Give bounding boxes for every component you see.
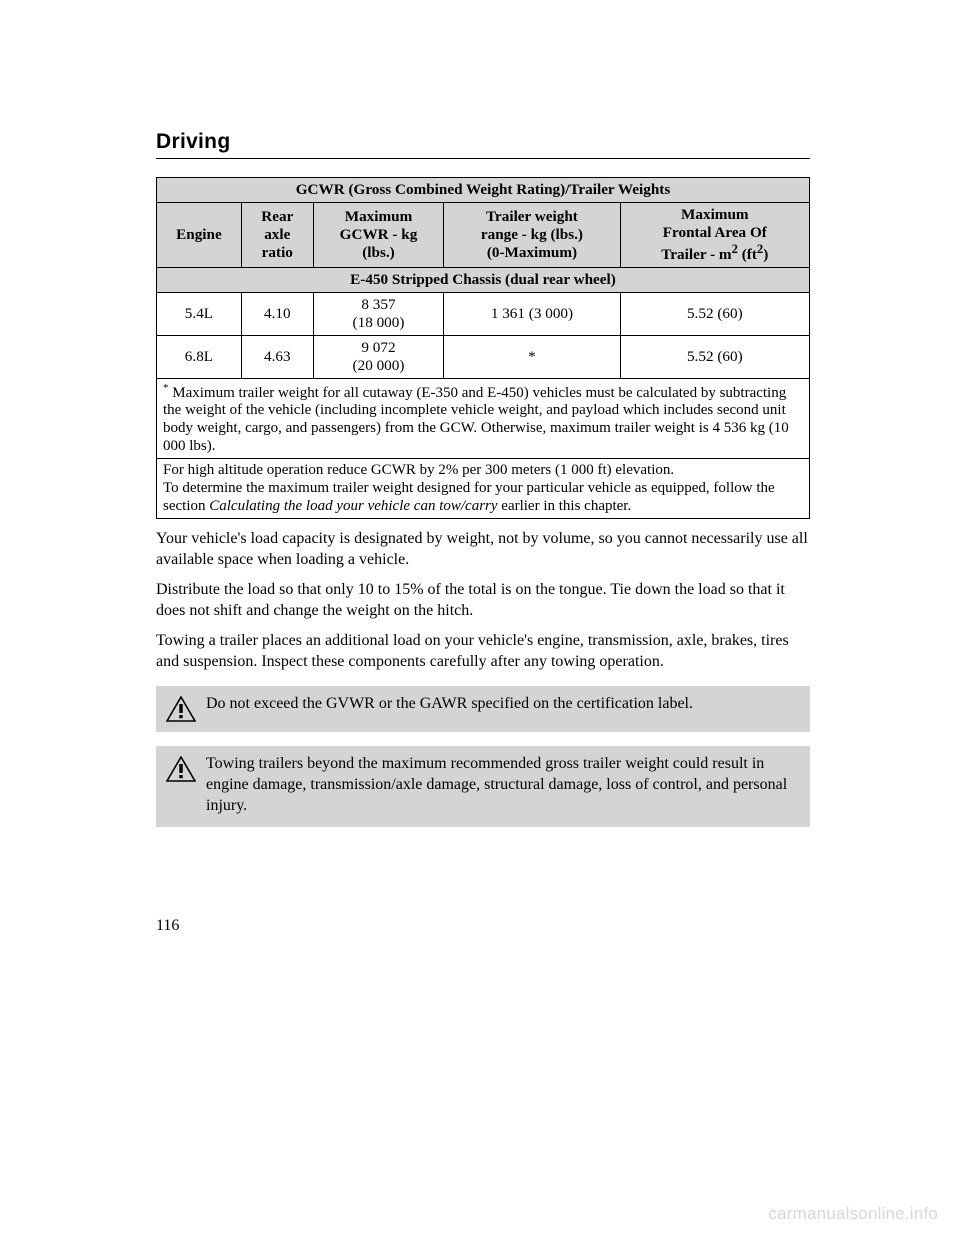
cell-gcwr: 9 072(20 000) [313,335,444,378]
table-footnote-1: * Maximum trailer weight for all cutaway… [157,378,810,459]
col-frontal: MaximumFrontal Area OfTrailer - m2 (ft2) [620,202,809,267]
cell-trailer: * [444,335,620,378]
table-header-row: Engine Rearaxleratio MaximumGCWR - kg(lb… [157,202,810,267]
page-number: 116 [156,917,810,935]
table-title: GCWR (Gross Combined Weight Rating)/Trai… [157,178,810,203]
table-subhead: E-450 Stripped Chassis (dual rear wheel) [157,267,810,292]
table-row: 6.8L 4.63 9 072(20 000) * 5.52 (60) [157,335,810,378]
warning-text: Towing trailers beyond the maximum recom… [206,754,800,816]
warning-text: Do not exceed the GVWR or the GAWR speci… [206,694,693,715]
cell-frontal: 5.52 (60) [620,335,809,378]
warning-icon [166,696,196,722]
paragraph: Towing a trailer places an additional lo… [156,631,810,672]
manual-page: Driving GCWR (Gross Combined Weight Rati… [0,0,960,935]
table-row: 5.4L 4.10 8 357(18 000) 1 361 (3 000) 5.… [157,292,810,335]
gcwr-table: GCWR (Gross Combined Weight Rating)/Trai… [156,177,810,519]
cell-trailer: 1 361 (3 000) [444,292,620,335]
section-header: Driving [156,130,810,159]
cell-frontal: 5.52 (60) [620,292,809,335]
col-gcwr: MaximumGCWR - kg(lbs.) [313,202,444,267]
col-axle: Rearaxleratio [241,202,313,267]
col-engine: Engine [157,202,242,267]
cell-axle: 4.63 [241,335,313,378]
paragraph: Distribute the load so that only 10 to 1… [156,580,810,621]
warning-box: Do not exceed the GVWR or the GAWR speci… [156,686,810,732]
warning-icon [166,756,196,782]
watermark: carmanualsonline.info [768,1204,938,1224]
cell-engine: 6.8L [157,335,242,378]
cell-gcwr: 8 357(18 000) [313,292,444,335]
col-trailer: Trailer weightrange - kg (lbs.)(0-Maximu… [444,202,620,267]
cell-engine: 5.4L [157,292,242,335]
paragraph: Your vehicle's load capacity is designat… [156,529,810,570]
table-footnote-2: For high altitude operation reduce GCWR … [157,459,810,519]
warning-box: Towing trailers beyond the maximum recom… [156,746,810,826]
section-title: Driving [156,130,230,153]
cell-axle: 4.10 [241,292,313,335]
